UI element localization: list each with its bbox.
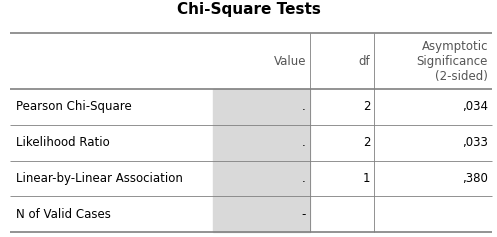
Text: 1: 1 xyxy=(363,172,370,185)
Text: Asymptotic
Significance
(2-sided): Asymptotic Significance (2-sided) xyxy=(416,40,488,82)
Text: Value: Value xyxy=(273,55,306,68)
Text: -: - xyxy=(302,208,306,221)
Text: ,034: ,034 xyxy=(462,100,488,113)
Text: .: . xyxy=(302,100,306,113)
Text: Pearson Chi-Square: Pearson Chi-Square xyxy=(16,100,132,113)
Text: Linear-by-Linear Association: Linear-by-Linear Association xyxy=(16,172,183,185)
Text: ,380: ,380 xyxy=(462,172,488,185)
Text: 2: 2 xyxy=(363,136,370,149)
Bar xyxy=(214,125,310,161)
Text: Chi-Square Tests: Chi-Square Tests xyxy=(176,2,321,17)
Text: ,033: ,033 xyxy=(462,136,488,149)
Bar xyxy=(214,196,310,232)
Text: 2: 2 xyxy=(363,100,370,113)
Text: df: df xyxy=(358,55,370,68)
Bar xyxy=(214,89,310,125)
Text: N of Valid Cases: N of Valid Cases xyxy=(16,208,111,221)
Bar xyxy=(214,161,310,196)
Text: .: . xyxy=(302,172,306,185)
Text: .: . xyxy=(302,136,306,149)
Text: Likelihood Ratio: Likelihood Ratio xyxy=(16,136,110,149)
